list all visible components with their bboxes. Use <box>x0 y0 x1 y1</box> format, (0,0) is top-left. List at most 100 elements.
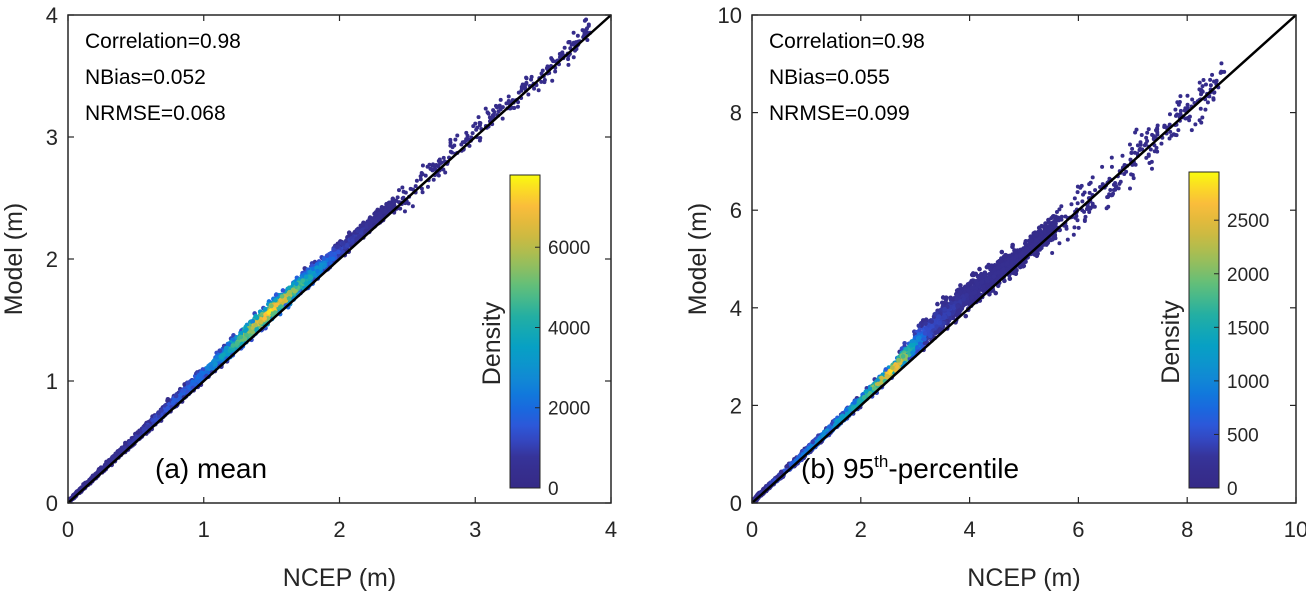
panel-label-prefix: (a) mean <box>155 453 267 484</box>
density-point <box>225 352 230 358</box>
density-point <box>549 56 554 61</box>
density-point <box>434 162 439 167</box>
density-point <box>303 274 309 280</box>
density-point <box>1187 118 1192 123</box>
density-point <box>153 417 158 423</box>
density-point <box>1176 128 1181 133</box>
density-point <box>1175 112 1180 117</box>
density-point <box>243 332 249 337</box>
density-point <box>460 140 465 145</box>
density-point <box>230 343 236 348</box>
density-point <box>286 285 292 291</box>
density-point <box>431 177 436 182</box>
density-point <box>173 393 179 399</box>
density-point <box>1208 77 1213 82</box>
density-point <box>1129 150 1134 155</box>
density-point <box>571 30 576 35</box>
density-point <box>542 78 547 83</box>
density-point <box>498 97 503 102</box>
density-point <box>392 199 398 204</box>
density-point <box>1104 206 1109 211</box>
density-point <box>1177 100 1182 105</box>
density-point <box>1211 96 1216 101</box>
density-point <box>300 278 306 283</box>
density-point <box>1149 166 1154 171</box>
density-point <box>1087 209 1092 214</box>
density-point <box>144 424 150 429</box>
density-point <box>500 116 505 121</box>
density-point <box>190 381 196 387</box>
density-point <box>1050 237 1055 242</box>
density-point <box>1050 250 1055 255</box>
density-point <box>208 364 214 370</box>
colorbar-tick-label: 4000 <box>548 318 590 339</box>
density-point <box>1155 132 1160 137</box>
density-point <box>398 206 403 211</box>
density-point <box>1127 142 1132 147</box>
density-point <box>566 62 571 67</box>
density-point <box>369 218 374 223</box>
density-point <box>1113 187 1118 192</box>
density-point <box>1201 78 1206 83</box>
density-point <box>1059 204 1064 209</box>
density-point <box>386 200 392 206</box>
density-point <box>1214 78 1219 83</box>
density-point <box>321 256 327 261</box>
density-point <box>419 170 424 175</box>
density-point <box>553 69 558 74</box>
density-point <box>532 86 537 91</box>
density-point <box>448 143 453 148</box>
density-point <box>344 243 350 248</box>
density-point <box>539 79 544 84</box>
density-point <box>258 319 264 325</box>
density-point <box>286 296 292 301</box>
density-point <box>575 33 580 38</box>
density-point <box>294 281 299 287</box>
density-points <box>752 61 1227 503</box>
density-point <box>1118 179 1123 184</box>
density-point <box>1134 127 1139 132</box>
density-point <box>250 329 256 335</box>
density-point <box>427 162 432 167</box>
density-point <box>262 306 268 312</box>
density-point <box>1199 92 1204 97</box>
density-point <box>1146 127 1151 132</box>
density-point <box>375 207 380 213</box>
density-point <box>1155 149 1160 154</box>
density-point <box>185 380 191 386</box>
density-point <box>464 138 469 143</box>
density-point <box>1129 172 1134 177</box>
density-point <box>506 94 511 99</box>
density-point <box>1120 153 1125 158</box>
density-point <box>476 115 481 120</box>
density-point <box>330 256 336 262</box>
density-point <box>1109 164 1114 169</box>
density-point <box>1075 201 1080 206</box>
density-point <box>1212 90 1217 95</box>
density-point <box>1108 188 1113 193</box>
colorbar-tick-label: 0 <box>548 479 559 500</box>
y-tick-label: 1 <box>46 369 58 394</box>
density-point <box>1168 129 1173 134</box>
density-point <box>1144 155 1149 160</box>
density-point <box>254 326 260 332</box>
density-point <box>400 196 405 201</box>
density-point <box>250 318 256 324</box>
density-point <box>436 173 441 178</box>
y-tick-label: 4 <box>46 3 58 28</box>
density-point <box>400 185 405 190</box>
density-point <box>1130 146 1135 151</box>
density-point <box>1174 133 1179 138</box>
density-point <box>428 166 433 171</box>
density-point <box>1155 123 1160 128</box>
density-point <box>536 88 541 93</box>
x-axis-label: NCEP (m) <box>283 564 396 592</box>
density-point <box>336 249 341 255</box>
density-point <box>524 80 529 85</box>
density-point <box>227 342 232 347</box>
density-point <box>1074 214 1079 219</box>
density-point <box>1208 83 1213 88</box>
density-point <box>492 110 497 115</box>
